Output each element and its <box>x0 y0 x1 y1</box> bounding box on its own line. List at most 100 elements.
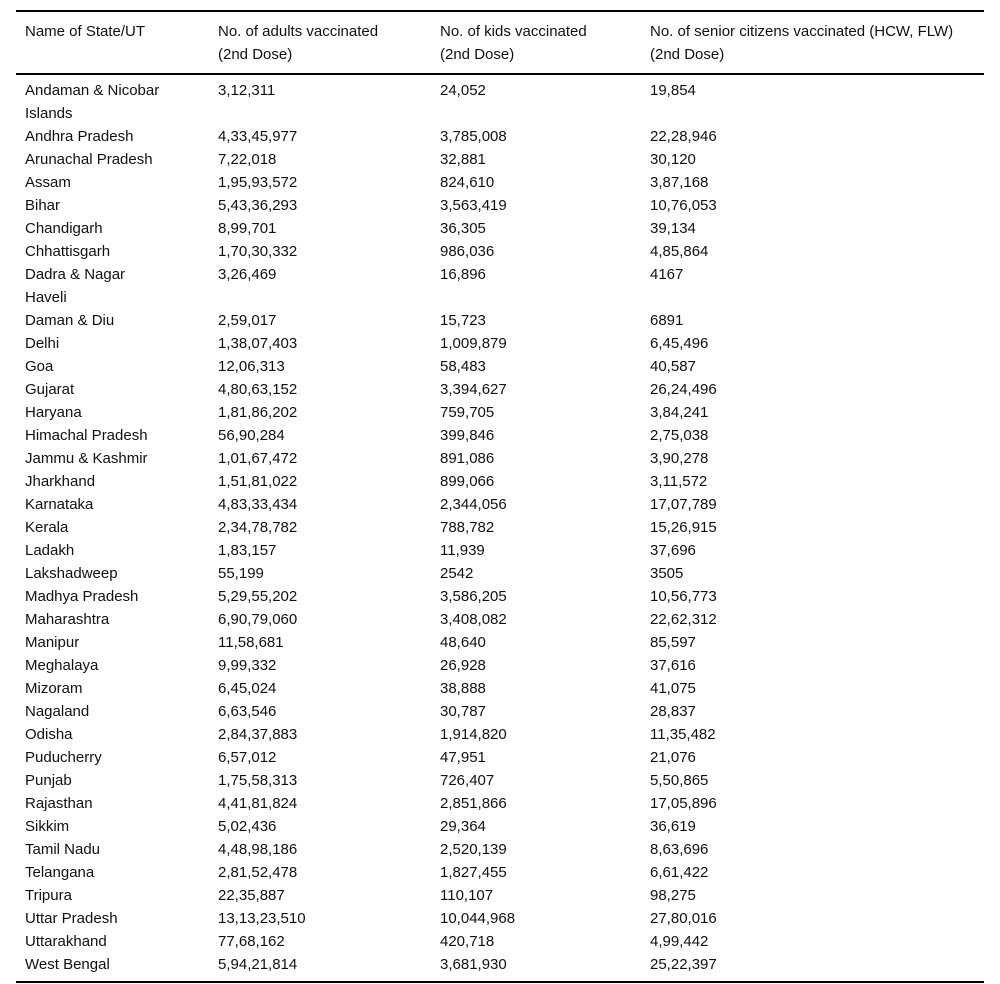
value-cell: 15,26,915 <box>650 519 717 536</box>
value-cell: 13,13,23,510 <box>218 910 306 927</box>
value-cell: 2542 <box>440 565 474 582</box>
state-name-cell: Andhra Pradesh <box>16 125 218 148</box>
value-cell: 4,48,98,186 <box>218 841 298 858</box>
table-row: Manipur 11,58,681 48,640 85,597 <box>16 631 984 654</box>
state-name-text: Andaman & Nicobar Islands <box>25 82 160 122</box>
value-cell: 10,56,773 <box>650 588 717 605</box>
table-row: Himachal Pradesh 56,90,284 399,846 2,75,038 <box>16 424 984 447</box>
table-row: Madhya Pradesh 5,29,55,202 3,586,205 10,56,… <box>16 585 984 608</box>
state-name-cell: Odisha <box>16 723 218 746</box>
state-name-text: Bihar <box>25 197 61 214</box>
value-cell: 4,85,864 <box>650 243 709 260</box>
state-name-cell: Mizoram <box>16 677 218 700</box>
table-row: Meghalaya 9,99,332 26,928 37,616 <box>16 654 984 677</box>
table-row: Puducherry 6,57,012 47,951 21,076 <box>16 746 984 769</box>
state-name-text: Manipur <box>25 634 80 651</box>
state-name-cell: Uttar Pradesh <box>16 907 218 930</box>
value-cell: 39,134 <box>650 220 696 237</box>
value-cell: 4167 <box>650 266 684 283</box>
value-cell: 37,696 <box>650 542 696 559</box>
value-cell: 11,58,681 <box>218 634 284 651</box>
table-row: Sikkim 5,02,436 29,364 36,619 <box>16 815 984 838</box>
table-row: Tripura 22,35,887 110,107 98,275 <box>16 884 984 907</box>
state-name-cell: Dadra & Nagar Haveli <box>16 263 218 309</box>
state-name-cell: West Bengal <box>16 953 218 982</box>
value-cell: 98,275 <box>650 887 696 904</box>
value-cell: 25,22,397 <box>650 956 717 973</box>
state-name-text: Madhya Pradesh <box>25 588 139 605</box>
value-cell: 6,63,546 <box>218 703 277 720</box>
value-cell: 8,99,701 <box>218 220 277 237</box>
value-cell: 26,24,496 <box>650 381 717 398</box>
value-cell: 22,35,887 <box>218 887 285 904</box>
value-cell: 3,87,168 <box>650 174 709 191</box>
state-name-text: Nagaland <box>25 703 90 720</box>
table-row: Mizoram 6,45,024 38,888 41,075 <box>16 677 984 700</box>
value-cell: 22,62,312 <box>650 611 717 628</box>
table-row: Bihar 5,43,36,293 3,563,419 10,76,053 <box>16 194 984 217</box>
value-cell: 1,01,67,472 <box>218 450 298 467</box>
state-name-text: Goa <box>25 358 54 375</box>
value-cell: 3,394,627 <box>440 381 507 398</box>
table-body: Andaman & Nicobar Islands 3,12,311 24,052 1… <box>16 74 984 982</box>
value-cell: 17,07,789 <box>650 496 717 513</box>
value-cell: 1,81,86,202 <box>218 404 298 421</box>
value-cell: 986,036 <box>440 243 495 260</box>
state-name-cell: Ladakh <box>16 539 218 562</box>
value-cell: 3,84,241 <box>650 404 709 421</box>
value-cell: 726,407 <box>440 772 495 789</box>
state-name-cell: Nagaland <box>16 700 218 723</box>
value-cell: 5,29,55,202 <box>218 588 298 605</box>
state-name-text: Punjab <box>25 772 72 789</box>
state-name-cell: Rajasthan <box>16 792 218 815</box>
value-cell: 1,51,81,022 <box>218 473 298 490</box>
value-cell: 1,70,30,332 <box>218 243 298 260</box>
state-name-text: Delhi <box>25 335 60 352</box>
header-row: Name of State/UT No. of adults vaccinate… <box>16 11 984 75</box>
column-header-kids: No. of kids vaccinated (2nd Dose) <box>440 11 650 75</box>
state-name-cell: Jammu & Kashmir <box>16 447 218 470</box>
value-cell: 110,107 <box>440 887 494 904</box>
state-name-cell: Kerala <box>16 516 218 539</box>
value-cell: 36,305 <box>440 220 486 237</box>
value-cell: 24,052 <box>440 82 486 99</box>
value-cell: 899,066 <box>440 473 495 490</box>
value-cell: 6,61,422 <box>650 864 709 881</box>
table-row: Haryana 1,81,86,202 759,705 3,84,241 <box>16 401 984 424</box>
vaccination-table: Name of State/UT No. of adults vaccinate… <box>16 10 984 983</box>
state-name-text: Sikkim <box>25 818 70 835</box>
table-row: Telangana 2,81,52,478 1,827,455 6,61,422 <box>16 861 984 884</box>
value-cell: 6891 <box>650 312 684 329</box>
value-cell: 15,723 <box>440 312 486 329</box>
value-cell: 5,94,21,814 <box>218 956 298 973</box>
state-name-text: Dadra & Nagar Haveli <box>25 266 126 306</box>
value-cell: 17,05,896 <box>650 795 717 812</box>
state-name-cell: Manipur <box>16 631 218 654</box>
value-cell: 3,563,419 <box>440 197 507 214</box>
state-name-cell: Himachal Pradesh <box>16 424 218 447</box>
value-cell: 3505 <box>650 565 684 582</box>
value-cell: 5,43,36,293 <box>218 197 298 214</box>
state-name-text: Lakshadweep <box>25 565 118 582</box>
state-name-cell: Assam <box>16 171 218 194</box>
value-cell: 6,90,79,060 <box>218 611 298 628</box>
value-cell: 5,02,436 <box>218 818 277 835</box>
value-cell: 2,81,52,478 <box>218 864 298 881</box>
state-name-text: West Bengal <box>25 956 110 973</box>
value-cell: 30,787 <box>440 703 486 720</box>
state-name-text: Uttar Pradesh <box>25 910 118 927</box>
table-row: Dadra & Nagar Haveli 3,26,469 16,896 4167 <box>16 263 984 309</box>
value-cell: 37,616 <box>650 657 696 674</box>
value-cell: 38,888 <box>440 680 486 697</box>
value-cell: 41,075 <box>650 680 696 697</box>
value-cell: 12,06,313 <box>218 358 285 375</box>
value-cell: 22,28,946 <box>650 128 717 145</box>
value-cell: 3,586,205 <box>440 588 507 605</box>
value-cell: 16,896 <box>440 266 486 283</box>
value-cell: 2,344,056 <box>440 496 507 513</box>
state-name-cell: Meghalaya <box>16 654 218 677</box>
value-cell: 6,45,024 <box>218 680 277 697</box>
table-row: Punjab 1,75,58,313 726,407 5,50,865 <box>16 769 984 792</box>
value-cell: 6,45,496 <box>650 335 709 352</box>
value-cell: 2,75,038 <box>650 427 709 444</box>
